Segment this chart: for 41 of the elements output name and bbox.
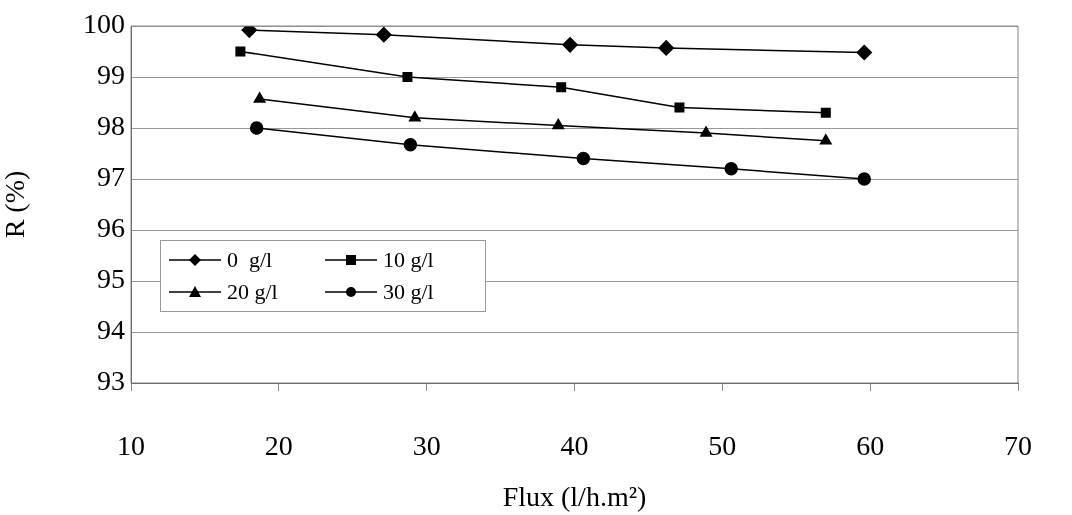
point [724,162,738,176]
point [376,26,392,43]
y-tick-label: 98 [97,110,125,142]
point [402,72,413,82]
x-tick-label: 10 [117,430,145,462]
point [820,107,831,118]
x-tick-label: 40 [560,430,589,462]
x-tick-label: 70 [1004,430,1032,462]
x-tick-label: 20 [264,430,293,462]
x-tick-label: 30 [412,430,441,462]
legend-label: 20 g/l [227,279,278,305]
y-tick-label: 95 [97,263,125,295]
point [674,102,685,113]
y-tick-label: 99 [97,59,125,91]
point [576,151,591,166]
point [253,92,266,103]
point [556,82,567,93]
point [658,40,674,56]
x-axis-title: Flux (l/h.m²) [502,480,647,512]
point [408,111,421,122]
y-tick-label: 94 [97,314,125,346]
point [856,44,872,61]
x-tick-label: 50 [708,430,737,462]
legend-label: 30 g/l [383,279,434,305]
point [249,121,264,135]
point [241,26,258,38]
point [562,37,578,53]
point [700,126,713,137]
point [403,138,418,152]
y-tick-label: 97 [97,161,125,193]
point [819,134,832,145]
y-axis-title: R (%) [0,170,31,239]
x-tick-label: 60 [856,430,885,462]
y-tick-label: 100 [83,8,125,40]
point [235,46,246,57]
point [552,118,565,130]
point [857,172,871,186]
legend-label: 10 g/l [383,247,434,273]
y-tick-label: 93 [97,365,125,397]
legend-label: 0 g/l [227,247,273,273]
y-tick-label: 96 [97,212,125,244]
